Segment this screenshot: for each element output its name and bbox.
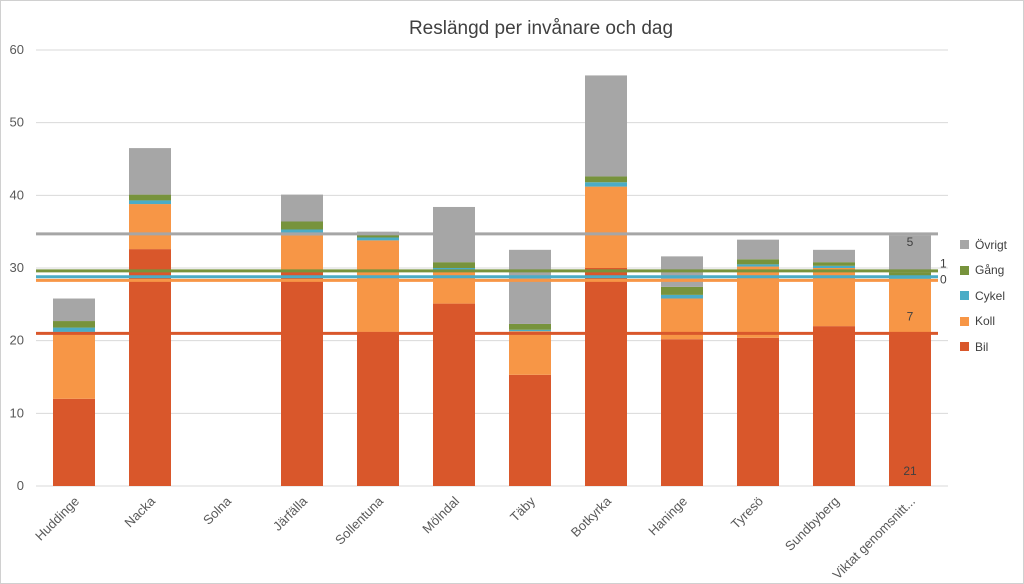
y-tick-label: 10 (10, 405, 24, 420)
bar-segment-gång (813, 262, 855, 266)
bar-segment-koll (585, 186, 627, 268)
data-label: 5 (907, 235, 914, 249)
bar-segment-koll (737, 266, 779, 338)
chart-legend: Övrigt Gång Cykel Koll Bil (960, 232, 1007, 360)
bar-segment-bil (433, 303, 475, 486)
data-label: 0 (940, 272, 947, 286)
x-tick-label: Mölndal (419, 493, 462, 536)
bar-segment-bil (509, 374, 551, 486)
bar-segment-cykel (53, 327, 95, 332)
bar-segment-bil (889, 333, 931, 486)
bar-segment-cykel (433, 268, 475, 271)
legend-swatch (960, 342, 969, 352)
bar-segment-koll (281, 235, 323, 272)
y-tick-label: 30 (10, 260, 24, 275)
bar-segment-koll (509, 331, 551, 375)
bar-segment-övrigt (737, 239, 779, 260)
x-tick-label: Solna (200, 493, 235, 528)
x-tick-label: Huddinge (32, 494, 82, 544)
legend-item-cykel: Cykel (960, 283, 1007, 309)
bar-segment-gång (509, 323, 551, 330)
bar-segment-koll (889, 280, 931, 334)
bar-segment-koll (129, 204, 171, 250)
x-tick-label: Järfälla (270, 493, 311, 534)
bar-segment-gång (661, 286, 703, 295)
y-tick-label: 60 (10, 42, 24, 57)
bar-segment-bil (357, 331, 399, 486)
y-tick-label: 0 (17, 478, 24, 493)
y-tick-label: 40 (10, 187, 24, 202)
legend-label: Cykel (975, 288, 1006, 303)
y-tick-label: 50 (10, 115, 24, 130)
bar-segment-bil (53, 398, 95, 486)
x-tick-label: Viktat genomsnitt... (830, 494, 919, 583)
x-tick-label: Botkyrka (568, 493, 615, 540)
bar-segment-gång (129, 194, 171, 201)
bar-segment-bil (585, 268, 627, 486)
bar-segment-bil (281, 271, 323, 486)
bar-segment-gång (281, 221, 323, 230)
bar-segment-cykel (737, 264, 779, 267)
data-label: 1 (940, 256, 947, 270)
bar-segment-cykel (585, 182, 627, 187)
legend-label: Övrigt (975, 237, 1008, 252)
bar-segment-övrigt (813, 249, 855, 263)
bar-segment-gång (433, 262, 475, 268)
bar-segment-koll (433, 270, 475, 304)
x-tick-label: Nacka (121, 493, 158, 530)
legend-item-gång: Gång (960, 258, 1007, 284)
legend-item-bil: Bil (960, 334, 1007, 360)
legend-label: Gång (975, 263, 1005, 278)
x-tick-label: Haninge (645, 494, 690, 539)
legend-swatch (960, 265, 969, 275)
bar-segment-övrigt (53, 298, 95, 322)
bar-segment-bil (661, 339, 703, 486)
legend-label: Koll (975, 314, 996, 329)
legend-swatch (960, 316, 969, 326)
bar-segment-bil (813, 326, 855, 486)
bar-segment-koll (357, 240, 399, 332)
bar-segment-övrigt (281, 194, 323, 222)
bar-segment-bil (737, 337, 779, 486)
legend-swatch (960, 291, 969, 301)
x-tick-label: Sollentuna (332, 493, 387, 548)
bar-segment-cykel (357, 237, 399, 241)
x-tick-label: Tyresö (728, 494, 766, 532)
bar-segment-bil (129, 249, 171, 486)
x-tick-label: Sundbyberg (782, 494, 842, 554)
legend-swatch (960, 240, 969, 250)
legend-item-koll: Koll (960, 309, 1007, 335)
data-label: 7 (907, 309, 914, 323)
bar-segment-cykel (509, 329, 551, 332)
bar-segment-cykel (661, 294, 703, 299)
data-label: 21 (903, 464, 917, 478)
bar-segment-koll (53, 331, 95, 399)
legend-label: Bil (975, 339, 989, 354)
bar-segment-cykel (129, 200, 171, 205)
bar-segment-cykel (813, 265, 855, 268)
bar-segment-övrigt (889, 235, 931, 273)
bar-segment-gång (737, 259, 779, 265)
x-tick-label: Täby (507, 493, 538, 524)
bar-segment-övrigt (585, 75, 627, 177)
bar-segment-övrigt (509, 249, 551, 324)
bar-segment-övrigt (129, 148, 171, 195)
legend-item-övrigt: Övrigt (960, 232, 1007, 258)
y-tick-label: 20 (10, 333, 24, 348)
bar-segment-gång (585, 176, 627, 183)
bar-segment-gång (53, 321, 95, 328)
chart-title: Reslängd per invånare och dag (408, 18, 674, 39)
